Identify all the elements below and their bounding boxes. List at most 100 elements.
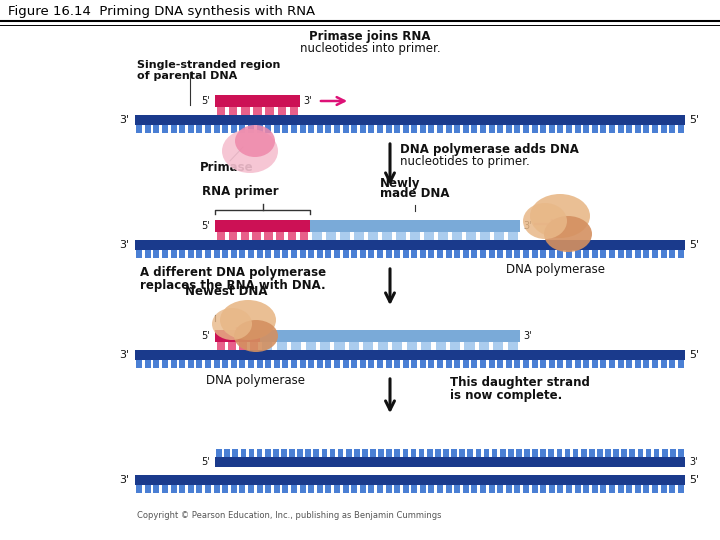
Bar [377,125,383,133]
Bar [411,360,418,368]
Bar [256,485,263,493]
Bar [217,342,225,350]
Bar [240,360,246,368]
Bar [475,449,481,457]
Text: A different DNA polymerase: A different DNA polymerase [140,266,326,279]
Bar [179,485,185,493]
Bar [516,449,522,457]
Text: 3': 3' [689,457,698,467]
Bar [317,485,323,493]
Bar [205,485,211,493]
Bar [540,125,546,133]
Bar [575,485,580,493]
Bar [385,250,392,258]
Bar [248,250,254,258]
Bar [222,250,228,258]
Bar [257,449,262,457]
Bar [343,485,348,493]
Bar [334,342,344,350]
Bar [678,485,684,493]
Bar [248,485,254,493]
Ellipse shape [530,194,590,238]
Bar [557,449,562,457]
Bar [540,360,546,368]
Bar [253,232,261,240]
Bar [162,360,168,368]
Bar [231,250,237,258]
Bar [411,250,418,258]
Bar [454,250,460,258]
Bar [394,125,400,133]
Bar [549,485,555,493]
Bar [317,250,323,258]
Bar [354,449,360,457]
Bar [228,342,236,350]
Text: Figure 16.14  Priming DNA synthesis with RNA: Figure 16.14 Priming DNA synthesis with … [8,5,315,18]
Bar [179,250,185,258]
Bar [600,485,606,493]
Bar [136,250,143,258]
Ellipse shape [544,216,592,252]
Bar [420,125,426,133]
Bar [410,449,416,457]
Bar [222,360,228,368]
Bar [265,449,271,457]
Text: nucleotides into primer.: nucleotides into primer. [300,42,441,55]
Bar [265,485,271,493]
Bar [644,125,649,133]
Ellipse shape [222,129,278,173]
Bar [360,125,366,133]
Bar [506,250,512,258]
Bar [464,342,474,350]
Text: 5': 5' [202,96,210,106]
Bar [162,250,168,258]
Bar [402,125,409,133]
Bar [274,250,280,258]
Bar [153,250,160,258]
Bar [500,449,505,457]
Bar [334,485,340,493]
Bar [618,485,624,493]
Bar [377,250,383,258]
Bar [420,360,426,368]
Bar [291,360,297,368]
Bar [305,342,315,350]
Bar [635,360,641,368]
Bar [424,232,434,240]
Bar [231,485,237,493]
Bar [385,485,392,493]
Bar [540,250,546,258]
Bar [248,360,254,368]
Bar [480,125,486,133]
Bar [239,342,247,350]
Bar [317,125,323,133]
Bar [282,485,289,493]
Bar [557,360,563,368]
Bar [351,360,357,368]
Bar [678,449,684,457]
Bar [428,125,434,133]
Ellipse shape [523,203,567,239]
Bar [484,449,490,457]
Bar [480,232,490,240]
Bar [241,107,250,115]
Bar [215,95,300,107]
Bar [351,485,357,493]
Bar [592,250,598,258]
Bar [153,360,160,368]
Bar [291,342,301,350]
Bar [346,449,351,457]
Bar [340,232,350,240]
Bar [670,449,675,457]
Bar [669,360,675,368]
Bar [369,250,374,258]
Bar [428,485,434,493]
Bar [597,449,603,457]
Bar [566,485,572,493]
Bar [188,125,194,133]
Bar [214,125,220,133]
Text: 3': 3' [119,240,129,250]
Bar [229,107,238,115]
Bar [256,250,263,258]
Bar [266,107,274,115]
